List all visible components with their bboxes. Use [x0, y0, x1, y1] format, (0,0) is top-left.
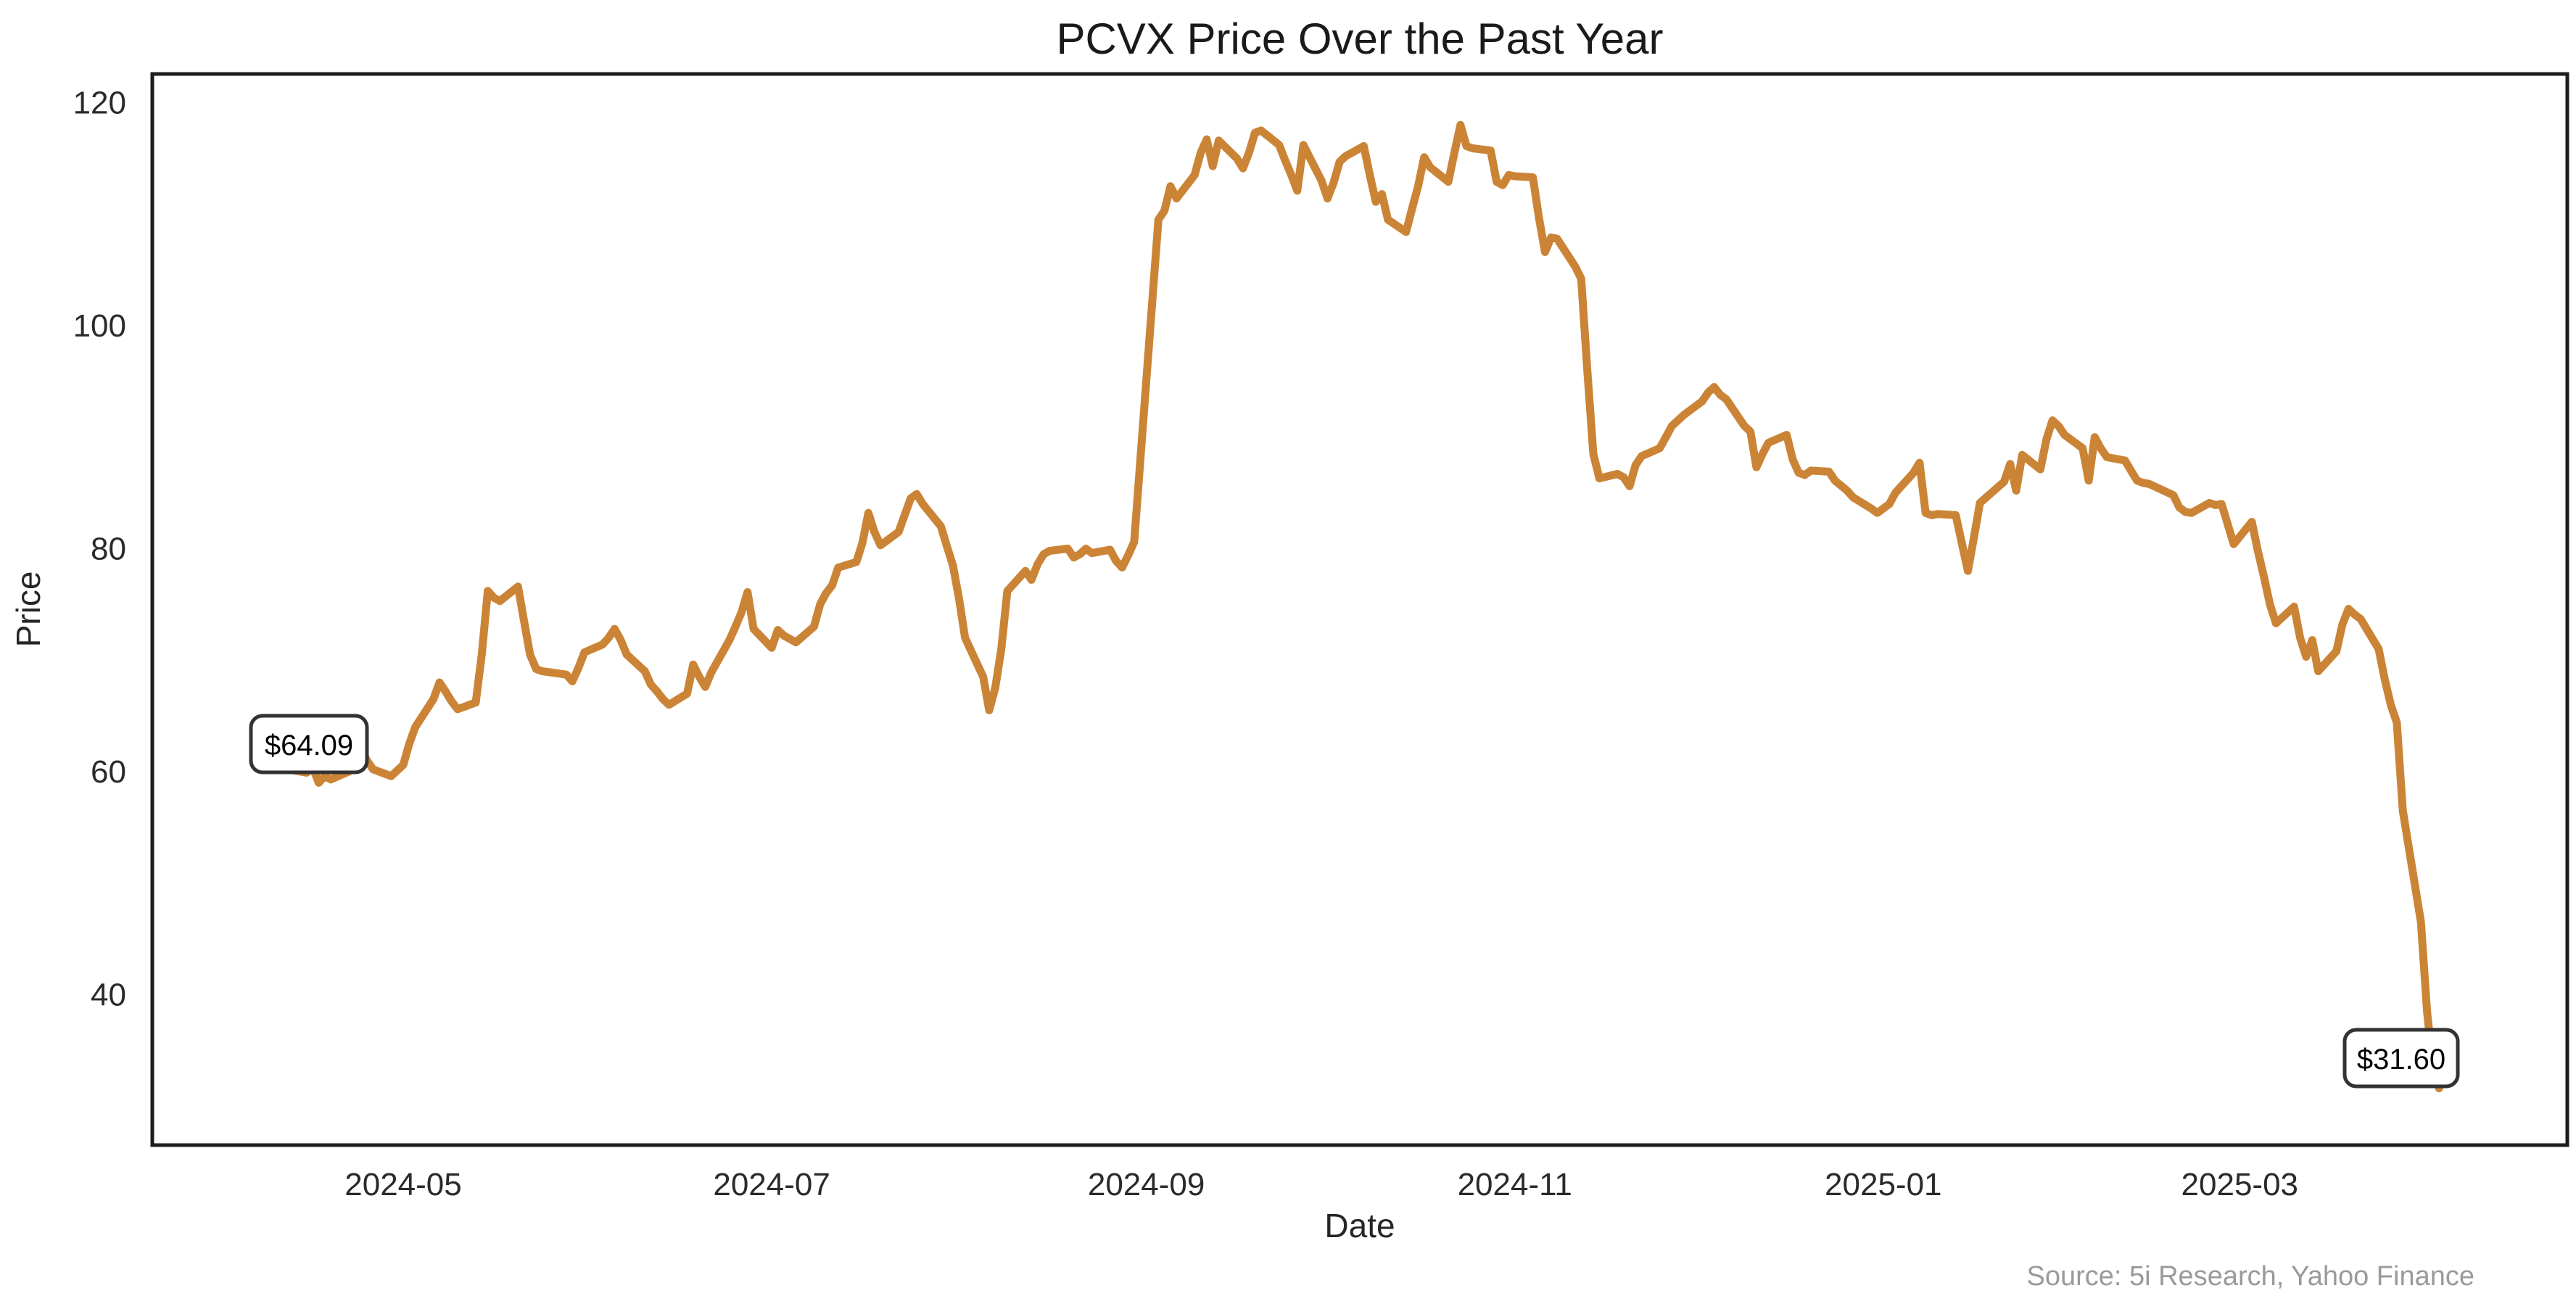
plot-frame: [150, 72, 2569, 1147]
start-annotation-box: [249, 714, 369, 775]
y-tick-label: 120: [73, 86, 126, 121]
start-price-annotation: $64.09: [249, 714, 369, 775]
end-price-annotation: $31.60: [2342, 1028, 2460, 1089]
y-tick-label: 40: [91, 978, 126, 1013]
start-annotation-label: $64.09: [265, 730, 353, 761]
x-tick-label: 2024-07: [713, 1167, 830, 1202]
y-tick-label: 80: [91, 532, 126, 567]
x-tick-label: 2025-01: [1825, 1167, 1941, 1202]
price-line-series: [260, 120, 2443, 1093]
x-axis-tick-labels: 2024-05 2024-07 2024-09 2024-11 2025-01 2025-…: [344, 1167, 2298, 1202]
y-axis-label: Price: [9, 571, 47, 648]
x-tick-label: 2024-05: [344, 1167, 461, 1202]
source-note: Source: 5i Research, Yahoo Finance: [2026, 1261, 2474, 1292]
y-tick-label: 100: [73, 308, 126, 344]
y-tick-label: 60: [91, 754, 126, 790]
x-tick-label: 2025-03: [2181, 1167, 2298, 1202]
y-axis-tick-labels: 120 100 80 60 40: [73, 86, 126, 1013]
x-axis-label: Date: [1324, 1207, 1395, 1244]
end-annotation-label: $31.60: [2357, 1044, 2445, 1075]
chart-title: PCVX Price Over the Past Year: [1056, 15, 1663, 63]
x-tick-label: 2024-11: [1458, 1167, 1572, 1202]
x-tick-label: 2024-09: [1088, 1167, 1205, 1202]
end-annotation-box: [2342, 1028, 2460, 1089]
